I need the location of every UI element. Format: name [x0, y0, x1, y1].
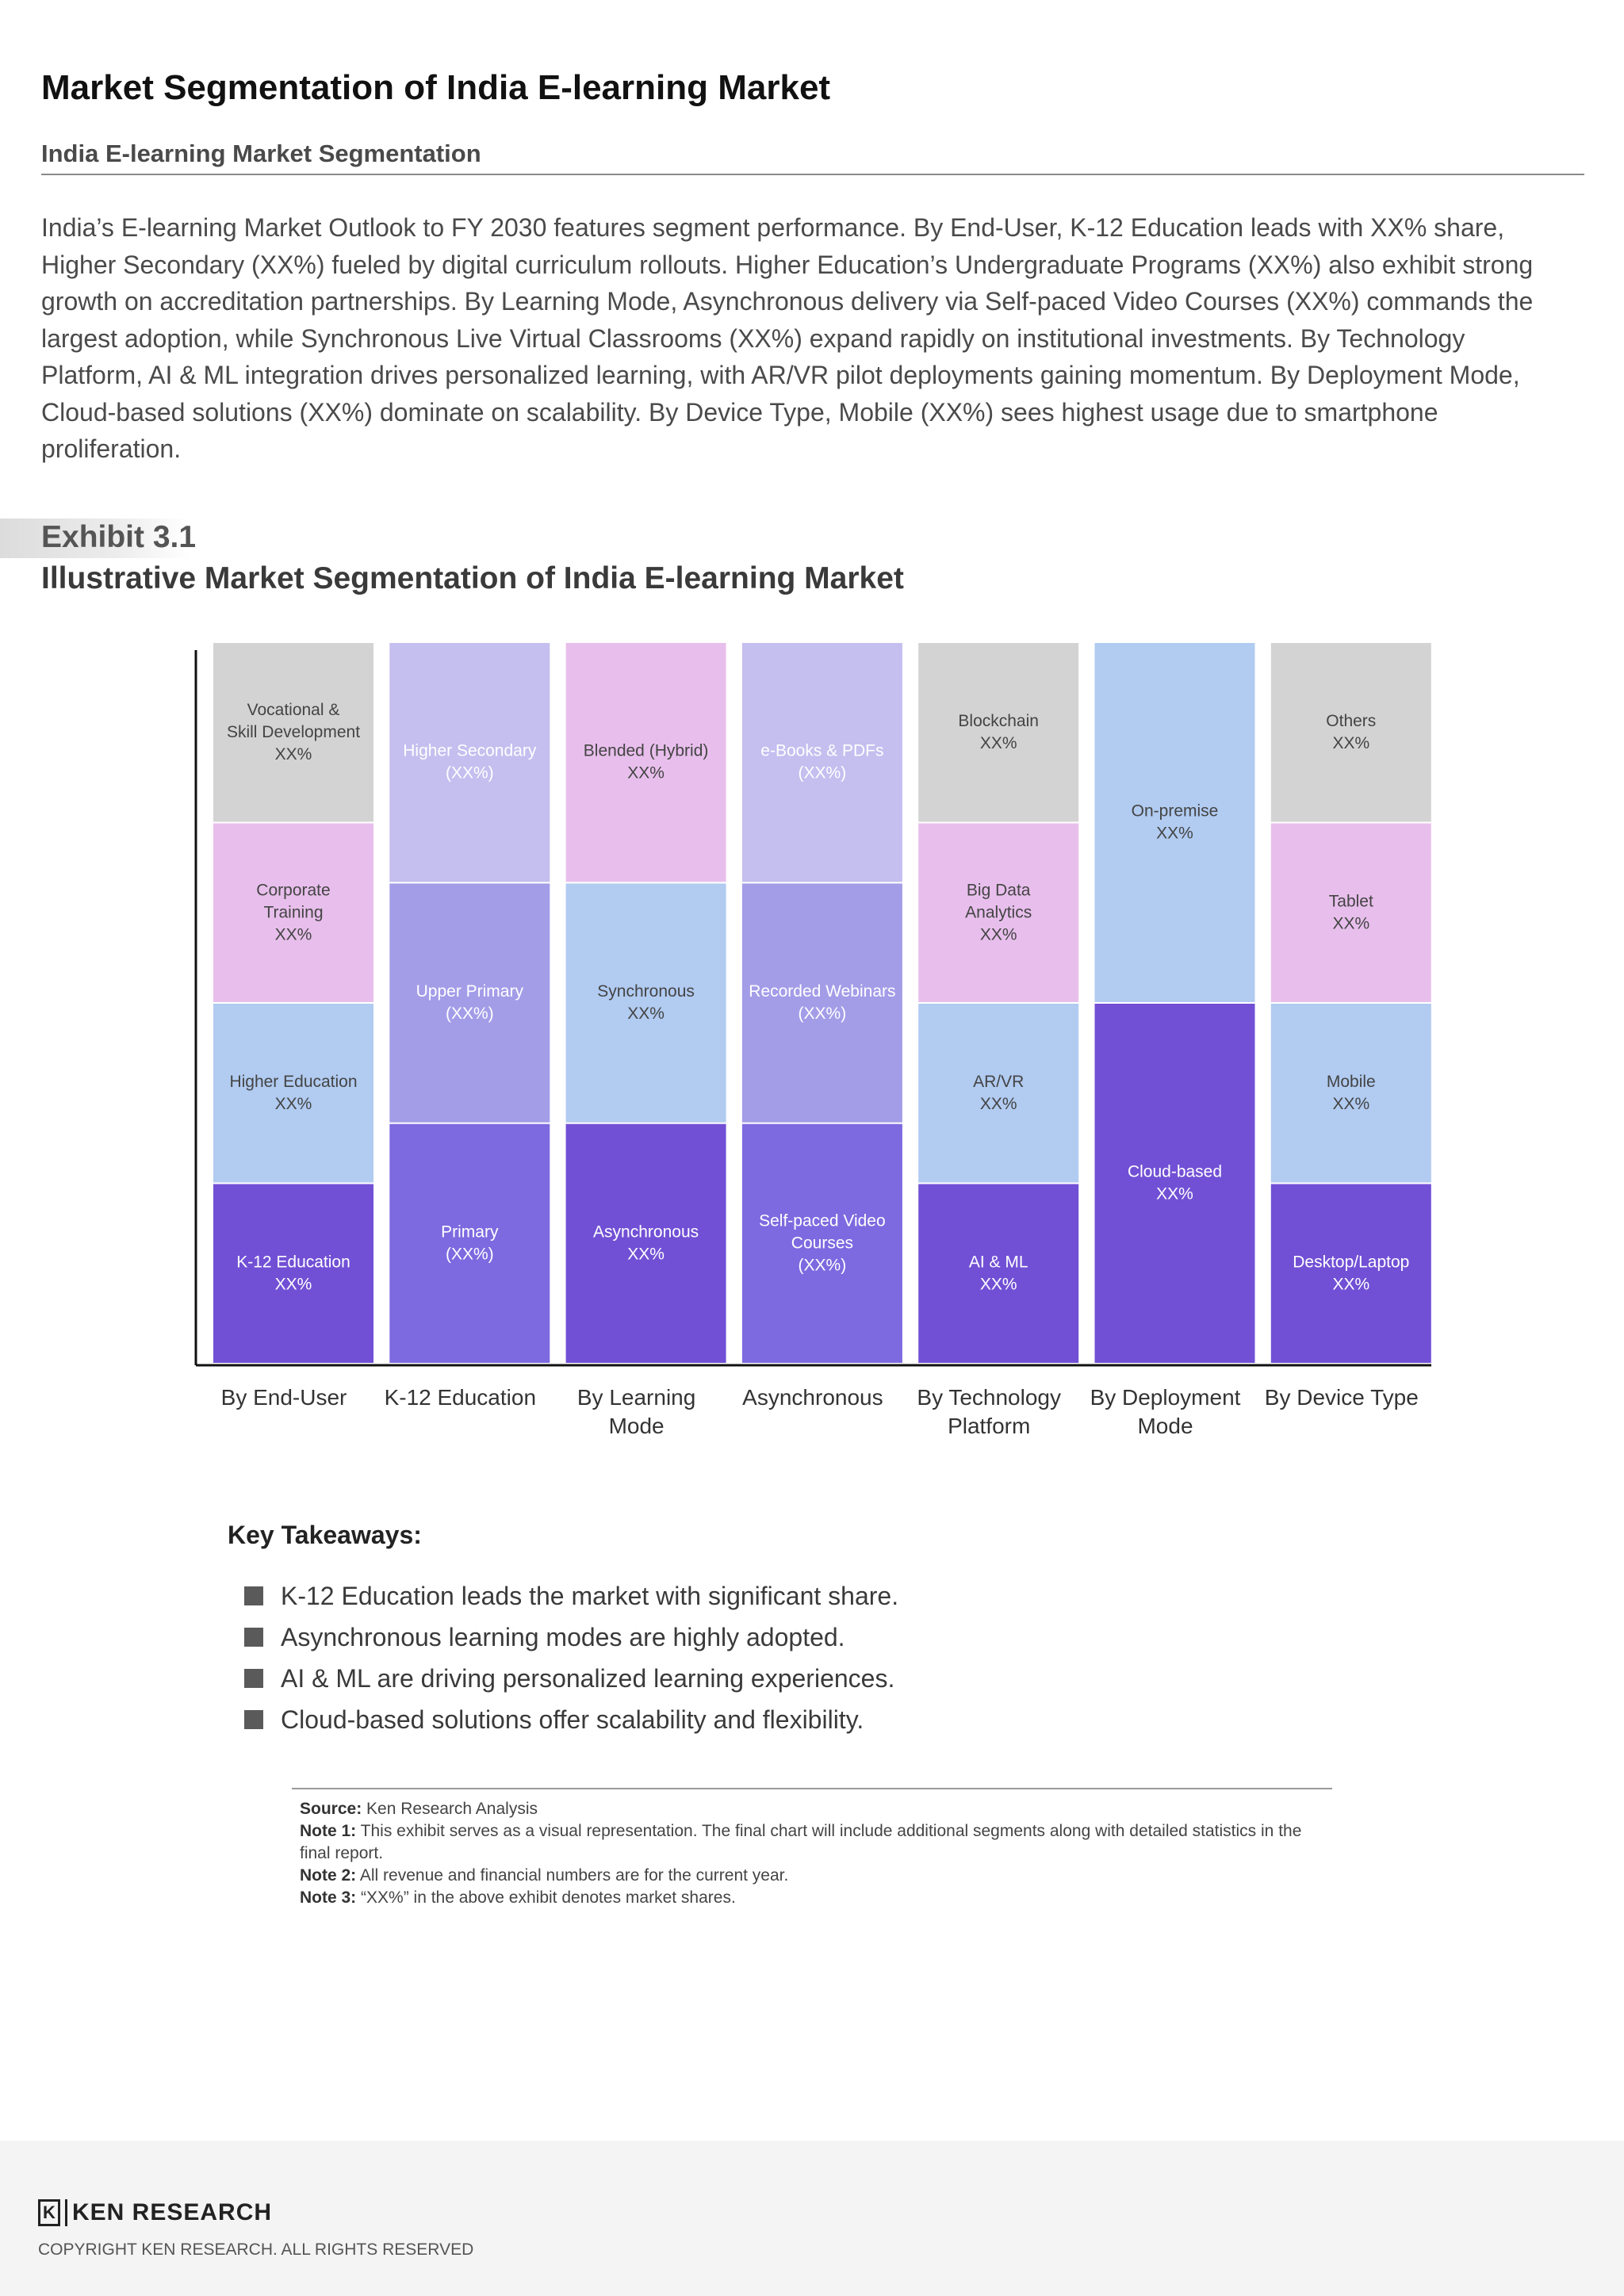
- copyright: COPYRIGHT KEN RESEARCH. ALL RIGHTS RESER…: [38, 2241, 474, 2259]
- category-label: By Device Type: [1265, 1385, 1419, 1410]
- category-label: By Deployment Mode: [1090, 1385, 1241, 1438]
- bar-segment: [389, 1123, 550, 1363]
- bar-segment: [1270, 643, 1431, 822]
- category-label: By End-User: [221, 1385, 347, 1410]
- segment-label: Primary (XX%): [441, 1223, 499, 1263]
- segment-label: Blockchain XX%: [958, 711, 1039, 752]
- segment-label: On-premise XX%: [1132, 802, 1219, 842]
- note-1: Note 1: This exhibit serves as a visual …: [300, 1822, 1302, 1862]
- source-notes: Source: Ken Research Analysis Note 1: Th…: [300, 1798, 1331, 1909]
- takeaway-text: K-12 Education leads the market with sig…: [281, 1582, 899, 1610]
- list-item: Cloud-based solutions offer scalability …: [244, 1702, 898, 1743]
- segment-label: Higher Secondary (XX%): [403, 741, 537, 782]
- bar-segment: [1270, 1184, 1431, 1363]
- takeaway-text: AI & ML are driving personalized learnin…: [281, 1664, 895, 1693]
- logo-mark-icon: K: [38, 2199, 60, 2226]
- segment-label: Corporate Training XX%: [256, 881, 330, 943]
- bar-segment: [918, 823, 1079, 1002]
- segment-label: Synchronous XX%: [597, 982, 695, 1023]
- intro-paragraph: India’s E-learning Market Outlook to FY …: [41, 213, 1534, 463]
- square-bullet-icon: [244, 1669, 263, 1688]
- segment-label: AI & ML XX%: [969, 1253, 1028, 1293]
- segment-label: Blended (Hybrid) XX%: [584, 741, 709, 782]
- bar-segment: [918, 1184, 1079, 1363]
- bar-segment: [741, 643, 902, 882]
- takeaway-text: Cloud-based solutions offer scalability …: [281, 1705, 864, 1734]
- segment-label: Big Data Analytics XX%: [965, 881, 1032, 943]
- bar-segment: [918, 1004, 1079, 1183]
- square-bullet-icon: [244, 1586, 263, 1605]
- bar-segment: [565, 883, 726, 1123]
- key-takeaways-list: K-12 Education leads the market with sig…: [244, 1578, 898, 1743]
- segment-label: Tablet XX%: [1329, 892, 1373, 932]
- segment-label: Self-paced Video Courses (XX%): [759, 1211, 886, 1274]
- bar-segment: [389, 643, 550, 882]
- square-bullet-icon: [244, 1628, 263, 1647]
- bar-segment: [1270, 1004, 1431, 1183]
- segment-label: Vocational & Skill Development XX%: [227, 700, 360, 763]
- segment-label: Recorded Webinars (XX%): [749, 982, 895, 1023]
- segment-label: Desktop/Laptop XX%: [1293, 1253, 1409, 1293]
- bar-segment: [918, 643, 1079, 822]
- bar-segment: [213, 1184, 373, 1363]
- segment-label: Cloud-based XX%: [1128, 1162, 1222, 1203]
- exhibit-band: [0, 519, 190, 558]
- footer: [0, 2141, 1624, 2296]
- segment-label: AR/VR XX%: [973, 1072, 1024, 1112]
- segment-label: Higher Education XX%: [229, 1072, 357, 1112]
- segment-label: Asynchronous XX%: [593, 1223, 699, 1263]
- bar-segment: [213, 1004, 373, 1183]
- segment-label: Mobile XX%: [1327, 1072, 1376, 1112]
- bar-segment: [565, 643, 726, 882]
- source-divider: [292, 1788, 1332, 1789]
- header-divider: [41, 174, 1584, 175]
- bar-segment: [1094, 1004, 1255, 1363]
- bar-segment: [565, 1123, 726, 1363]
- segmentation-chart: K-12 Education XX% Higher Education XX% Corp…: [194, 643, 1431, 1438]
- exhibit-title: Illustrative Market Segmentation of Indi…: [41, 561, 904, 595]
- bar-segment: [1094, 643, 1255, 1002]
- square-bullet-icon: [244, 1710, 263, 1729]
- bar-segment: [741, 1123, 902, 1363]
- category-label: By Learning Mode: [577, 1385, 695, 1438]
- source-line: Source: Ken Research Analysis: [300, 1800, 538, 1818]
- note-3: Note 3: “XX%” in the above exhibit denot…: [300, 1888, 736, 1907]
- takeaway-text: Asynchronous learning modes are highly a…: [281, 1623, 845, 1651]
- segment-label: e-Books & PDFs (XX%): [760, 741, 883, 782]
- note-2: Note 2: All revenue and financial number…: [300, 1866, 789, 1885]
- logo-text: KEN RESEARCH: [72, 2199, 273, 2225]
- category-label: By Technology Platform: [917, 1385, 1061, 1438]
- key-takeaways-title: Key Takeaways:: [228, 1521, 422, 1549]
- section-subtitle: India E-learning Market Segmentation: [41, 140, 481, 167]
- ken-research-logo: K KEN RESEARCH: [38, 2198, 272, 2227]
- list-item: AI & ML are driving personalized learnin…: [244, 1661, 898, 1702]
- segment-label: Others XX%: [1326, 711, 1376, 752]
- bar-segment: [213, 643, 373, 822]
- bar-segment: [741, 883, 902, 1123]
- exhibit-label: Exhibit 3.1: [41, 520, 197, 554]
- category-label: Asynchronous: [742, 1385, 883, 1410]
- segment-label: Upper Primary (XX%): [416, 982, 524, 1023]
- list-item: Asynchronous learning modes are highly a…: [244, 1620, 898, 1661]
- segment-label: K-12 Education XX%: [236, 1253, 350, 1293]
- list-item: K-12 Education leads the market with sig…: [244, 1578, 898, 1620]
- bar-segment: [389, 883, 550, 1123]
- category-label: K-12 Education: [385, 1385, 536, 1410]
- bar-segment: [1270, 823, 1431, 1002]
- logo-separator: [65, 2199, 67, 2226]
- page-title: Market Segmentation of India E-learning …: [41, 68, 831, 107]
- bar-segment: [213, 823, 373, 1002]
